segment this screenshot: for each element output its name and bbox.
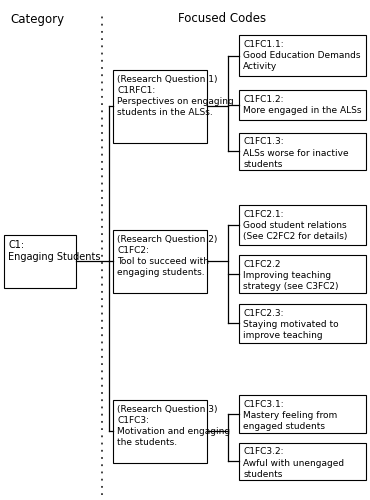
Bar (113, 400, 207, 462)
Bar (239, 255, 366, 292)
Text: C1FC3.2:
Awful with unengaged
students: C1FC3.2: Awful with unengaged students (243, 448, 344, 478)
Text: C1FC2.1:
Good student relations
(See C2FC2 for details): C1FC2.1: Good student relations (See C2F… (243, 210, 347, 241)
Bar (239, 304, 366, 343)
Text: Category: Category (10, 12, 64, 26)
Bar (239, 35, 366, 76)
Bar (113, 230, 207, 292)
Bar (113, 70, 207, 142)
Text: C1FC1.1:
Good Education Demands
Activity: C1FC1.1: Good Education Demands Activity (243, 40, 361, 71)
Text: (Research Question 1)
C1RFC1:
Perspectives on engaging
students in the ALSs.: (Research Question 1) C1RFC1: Perspectiv… (117, 75, 234, 118)
Bar (239, 442, 366, 480)
Text: C1FC1.2:
More engaged in the ALSs: C1FC1.2: More engaged in the ALSs (243, 95, 361, 115)
Text: C1:
Engaging Students: C1: Engaging Students (8, 240, 101, 262)
Text: (Research Question 3)
C1FC3:
Motivation and engaging
the students.: (Research Question 3) C1FC3: Motivation … (117, 405, 231, 448)
Bar (239, 395, 366, 432)
Bar (239, 132, 366, 170)
Text: (Research Question 2)
C1FC2:
Tool to succeed with
engaging students.: (Research Question 2) C1FC2: Tool to suc… (117, 235, 218, 278)
Text: C1FC2.3:
Staying motivated to
improve teaching: C1FC2.3: Staying motivated to improve te… (243, 308, 339, 340)
Bar (239, 205, 366, 245)
Text: C1FC1.3:
ALSs worse for inactive
students: C1FC1.3: ALSs worse for inactive student… (243, 138, 349, 168)
Text: C1FC2.2
Improving teaching
strategy (see C3FC2): C1FC2.2 Improving teaching strategy (see… (243, 260, 339, 291)
Bar (4, 235, 76, 288)
Text: C1FC3.1:
Mastery feeling from
engaged students: C1FC3.1: Mastery feeling from engaged st… (243, 400, 337, 431)
Text: Focused Codes: Focused Codes (178, 12, 266, 26)
Bar (239, 90, 366, 120)
